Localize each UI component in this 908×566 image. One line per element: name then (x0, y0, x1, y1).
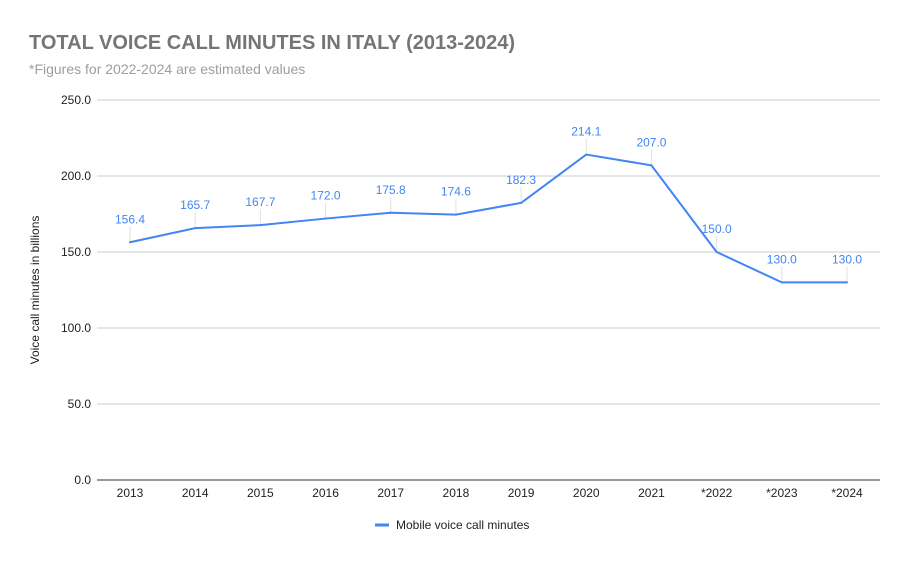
data-label: 175.8 (376, 183, 406, 197)
series-line (129, 153, 847, 284)
x-tick-label: *2023 (766, 486, 798, 500)
data-label: 167.7 (245, 195, 275, 209)
x-tick-label: *2024 (831, 486, 863, 500)
data-point (715, 251, 718, 253)
data-point (585, 153, 588, 156)
data-point (780, 281, 783, 284)
x-tick-label: 2015 (247, 486, 274, 500)
y-axis-label: Voice call minutes in billions (28, 216, 42, 365)
data-label: 130.0 (832, 252, 862, 266)
data-point (520, 201, 523, 204)
y-tick-label: 50.0 (68, 397, 92, 411)
data-label: 156.4 (115, 212, 145, 226)
data-label: 214.1 (571, 125, 601, 139)
data-point (389, 211, 392, 214)
x-tick-label: 2017 (377, 486, 404, 500)
data-point (324, 217, 327, 220)
x-tick-label: *2022 (701, 486, 733, 500)
data-label: 174.6 (441, 185, 471, 199)
data-point (129, 241, 131, 244)
data-label: 150.0 (702, 222, 732, 236)
x-tick-label: 2021 (638, 486, 665, 500)
x-tick-label: 2014 (182, 486, 209, 500)
y-tick-label: 150.0 (61, 245, 91, 259)
y-tick-label: 250.0 (61, 93, 91, 107)
x-tick-label: 2018 (443, 486, 470, 500)
legend: Mobile voice call minutes (375, 518, 529, 532)
data-point (846, 281, 848, 284)
data-point (650, 164, 653, 167)
x-tick-label: 2016 (312, 486, 339, 500)
data-point (259, 224, 262, 227)
y-tick-label: 0.0 (74, 473, 91, 487)
data-label: 207.0 (636, 135, 666, 149)
data-label: 130.0 (767, 252, 797, 266)
data-label: 165.7 (180, 198, 210, 212)
data-point (194, 227, 197, 230)
data-label: 182.3 (506, 173, 536, 187)
y-tick-label: 100.0 (61, 321, 91, 335)
data-point (454, 213, 457, 216)
x-tick-label: 2019 (508, 486, 535, 500)
chart-subtitle: *Figures for 2022-2024 are estimated val… (29, 61, 305, 77)
data-label: 172.0 (311, 189, 341, 203)
legend-label: Mobile voice call minutes (396, 518, 529, 532)
chart-title: TOTAL VOICE CALL MINUTES IN ITALY (2013-… (29, 32, 515, 54)
y-tick-label: 200.0 (61, 169, 91, 183)
x-tick-label: 2013 (117, 486, 144, 500)
x-tick-label: 2020 (573, 486, 600, 500)
